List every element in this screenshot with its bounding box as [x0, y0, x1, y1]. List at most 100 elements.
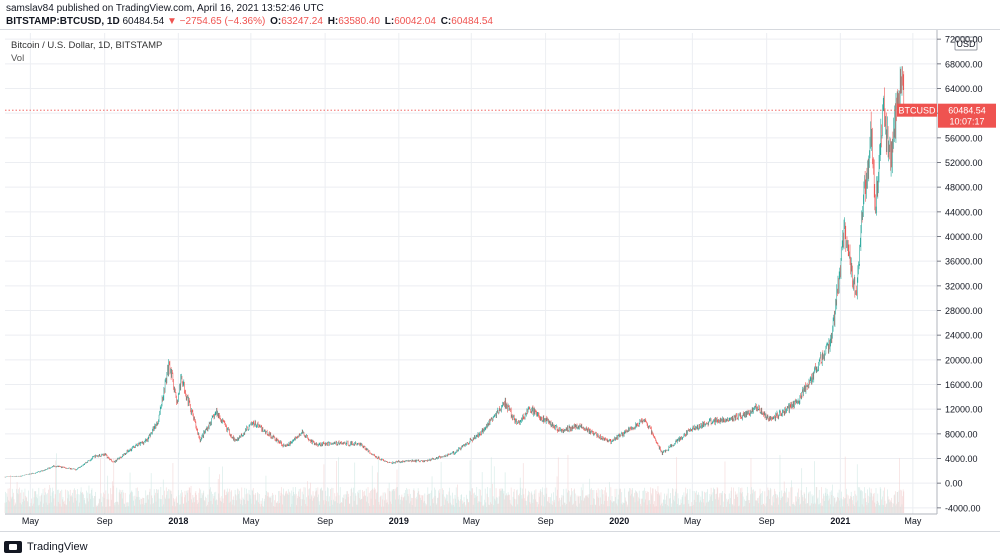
- volume-bar: [738, 487, 740, 513]
- volume-bar: [588, 497, 589, 513]
- volume-bar: [35, 490, 37, 513]
- volume-bar: [231, 504, 233, 513]
- volume-bar: [127, 502, 129, 513]
- volume-bar: [426, 494, 428, 513]
- volume-bar: [679, 504, 681, 513]
- volume-bar: [499, 488, 501, 513]
- volume-bar: [280, 495, 281, 513]
- volume-bar: [154, 495, 156, 513]
- volume-bar: [108, 499, 110, 513]
- volume-bar: [116, 501, 118, 513]
- volume-bar: [589, 478, 591, 513]
- volume-bar: [868, 487, 870, 513]
- volume-bar: [50, 495, 52, 513]
- volume-bar: [5, 502, 7, 513]
- volume-bar: [897, 502, 899, 513]
- volume-bar: [712, 492, 714, 513]
- open-value: 63247.24: [281, 16, 323, 27]
- volume-bar: [854, 490, 856, 513]
- volume-bar: [28, 506, 30, 513]
- volume-bar: [557, 457, 559, 513]
- volume-bar: [530, 493, 532, 513]
- volume-bar: [582, 490, 583, 513]
- volume-bar: [774, 491, 776, 513]
- volume-bar: [725, 494, 726, 513]
- volume-bar: [353, 500, 355, 513]
- volume-bar: [361, 498, 363, 513]
- volume-bar: [452, 492, 453, 513]
- volume-bar: [774, 488, 775, 513]
- volume-bar: [864, 498, 866, 513]
- volume-bar: [564, 502, 566, 513]
- volume-bar: [501, 488, 503, 513]
- volume-bar: [612, 501, 614, 513]
- volume-bar: [670, 506, 672, 513]
- volume-bar: [586, 496, 588, 513]
- volume-bar: [797, 492, 798, 513]
- volume-bar: [647, 491, 649, 513]
- volume-bar: [867, 489, 868, 513]
- volume-bar: [560, 497, 562, 513]
- volume-bar: [801, 495, 803, 513]
- volume-bar: [381, 495, 383, 513]
- volume-bar: [205, 498, 207, 513]
- volume-bar: [660, 505, 661, 513]
- volume-bar: [8, 488, 10, 513]
- volume-bar: [518, 495, 519, 513]
- volume-legend[interactable]: Vol: [11, 53, 25, 64]
- volume-bar: [515, 506, 516, 513]
- volume-bar: [762, 504, 764, 513]
- volume-bar: [109, 506, 111, 513]
- volume-bar: [752, 489, 754, 513]
- volume-bar: [580, 487, 582, 513]
- volume-bar: [747, 492, 749, 513]
- volume-bar: [144, 502, 146, 513]
- volume-bar: [19, 487, 20, 513]
- volume-bar: [575, 500, 577, 513]
- volume-bar: [511, 504, 513, 513]
- volume-bar: [875, 506, 876, 513]
- candles: [4, 66, 905, 478]
- volume-bar: [772, 496, 774, 513]
- volume-bar: [542, 506, 544, 513]
- volume-bar: [537, 502, 539, 513]
- volume-bar: [73, 489, 75, 513]
- volume-bar: [159, 499, 161, 513]
- volume-bar: [516, 489, 518, 513]
- volume-bar: [14, 502, 16, 513]
- volume-bar: [281, 487, 282, 513]
- volume-bar: [650, 487, 652, 513]
- volume-bar: [783, 493, 784, 513]
- volume-bar: [61, 489, 63, 513]
- y-tick-label: 52000.00: [945, 158, 983, 168]
- volume-bar: [76, 494, 78, 513]
- volume-bar: [170, 490, 171, 513]
- volume-bar: [415, 496, 417, 513]
- volume-bar: [510, 503, 511, 513]
- volume-bar: [348, 493, 350, 513]
- volume-bar: [484, 488, 486, 513]
- volume-bar: [330, 500, 332, 513]
- volume-bar: [238, 494, 240, 513]
- volume-bar: [516, 490, 517, 513]
- volume-bar: [436, 503, 438, 513]
- volume-bar: [333, 501, 335, 513]
- volume-bar: [373, 505, 374, 513]
- volume-bar: [522, 463, 524, 513]
- volume-bar: [870, 488, 872, 513]
- volume-bar: [857, 500, 859, 513]
- volume-bar: [322, 490, 324, 513]
- volume-bar: [594, 504, 596, 513]
- volume-bar: [832, 506, 834, 513]
- volume-bar: [304, 499, 305, 513]
- volume-bar: [674, 501, 676, 513]
- volume-bar: [28, 490, 29, 513]
- volume-bar: [714, 489, 716, 513]
- volume-bar: [84, 503, 86, 513]
- chart-legend-title[interactable]: Bitcoin / U.S. Dollar, 1D, BITSTAMP: [11, 40, 163, 51]
- volume-bar: [823, 493, 824, 513]
- volume-bar: [833, 497, 835, 513]
- volume-bar: [49, 484, 51, 513]
- volume-bar: [788, 498, 789, 513]
